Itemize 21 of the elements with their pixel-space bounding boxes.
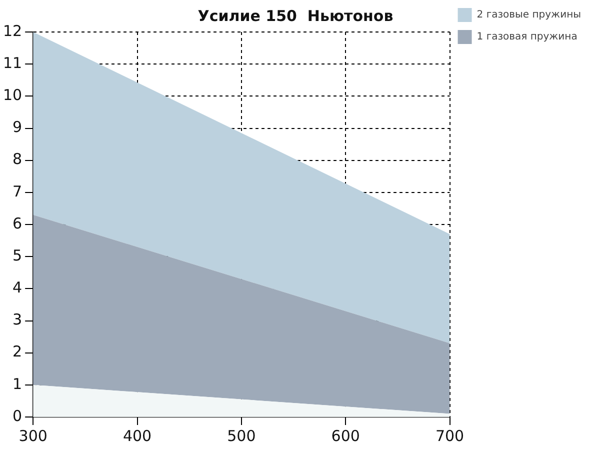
y-tick-label: 2 <box>12 342 22 361</box>
x-tick-label: 600 <box>331 426 360 445</box>
legend-label: 1 газовая пружина <box>476 32 578 43</box>
chart-title: Усилие 150 Ньютонов <box>198 6 394 25</box>
y-tick-label: 3 <box>12 310 22 329</box>
y-tick-label: 11 <box>2 54 22 72</box>
y-tick-label: 12 <box>2 22 22 40</box>
y-tick-label: 4 <box>12 278 22 297</box>
y-tick-label: 0 <box>12 406 22 425</box>
x-tick-label: 300 <box>18 426 48 445</box>
y-tick-label: 7 <box>12 182 22 200</box>
y-tick-label: 6 <box>12 214 22 232</box>
legend-label: 2 газовые пружины <box>476 10 582 21</box>
y-tick-label: 10 <box>2 86 22 104</box>
x-tick-label: 500 <box>227 426 256 445</box>
y-tick-label: 5 <box>12 246 22 264</box>
y-tick-label: 9 <box>12 118 22 136</box>
y-tick-label: 1 <box>12 374 22 393</box>
x-tick-label: 700 <box>435 426 464 445</box>
y-tick-label: 8 <box>12 150 22 168</box>
x-tick-label: 400 <box>122 426 152 445</box>
